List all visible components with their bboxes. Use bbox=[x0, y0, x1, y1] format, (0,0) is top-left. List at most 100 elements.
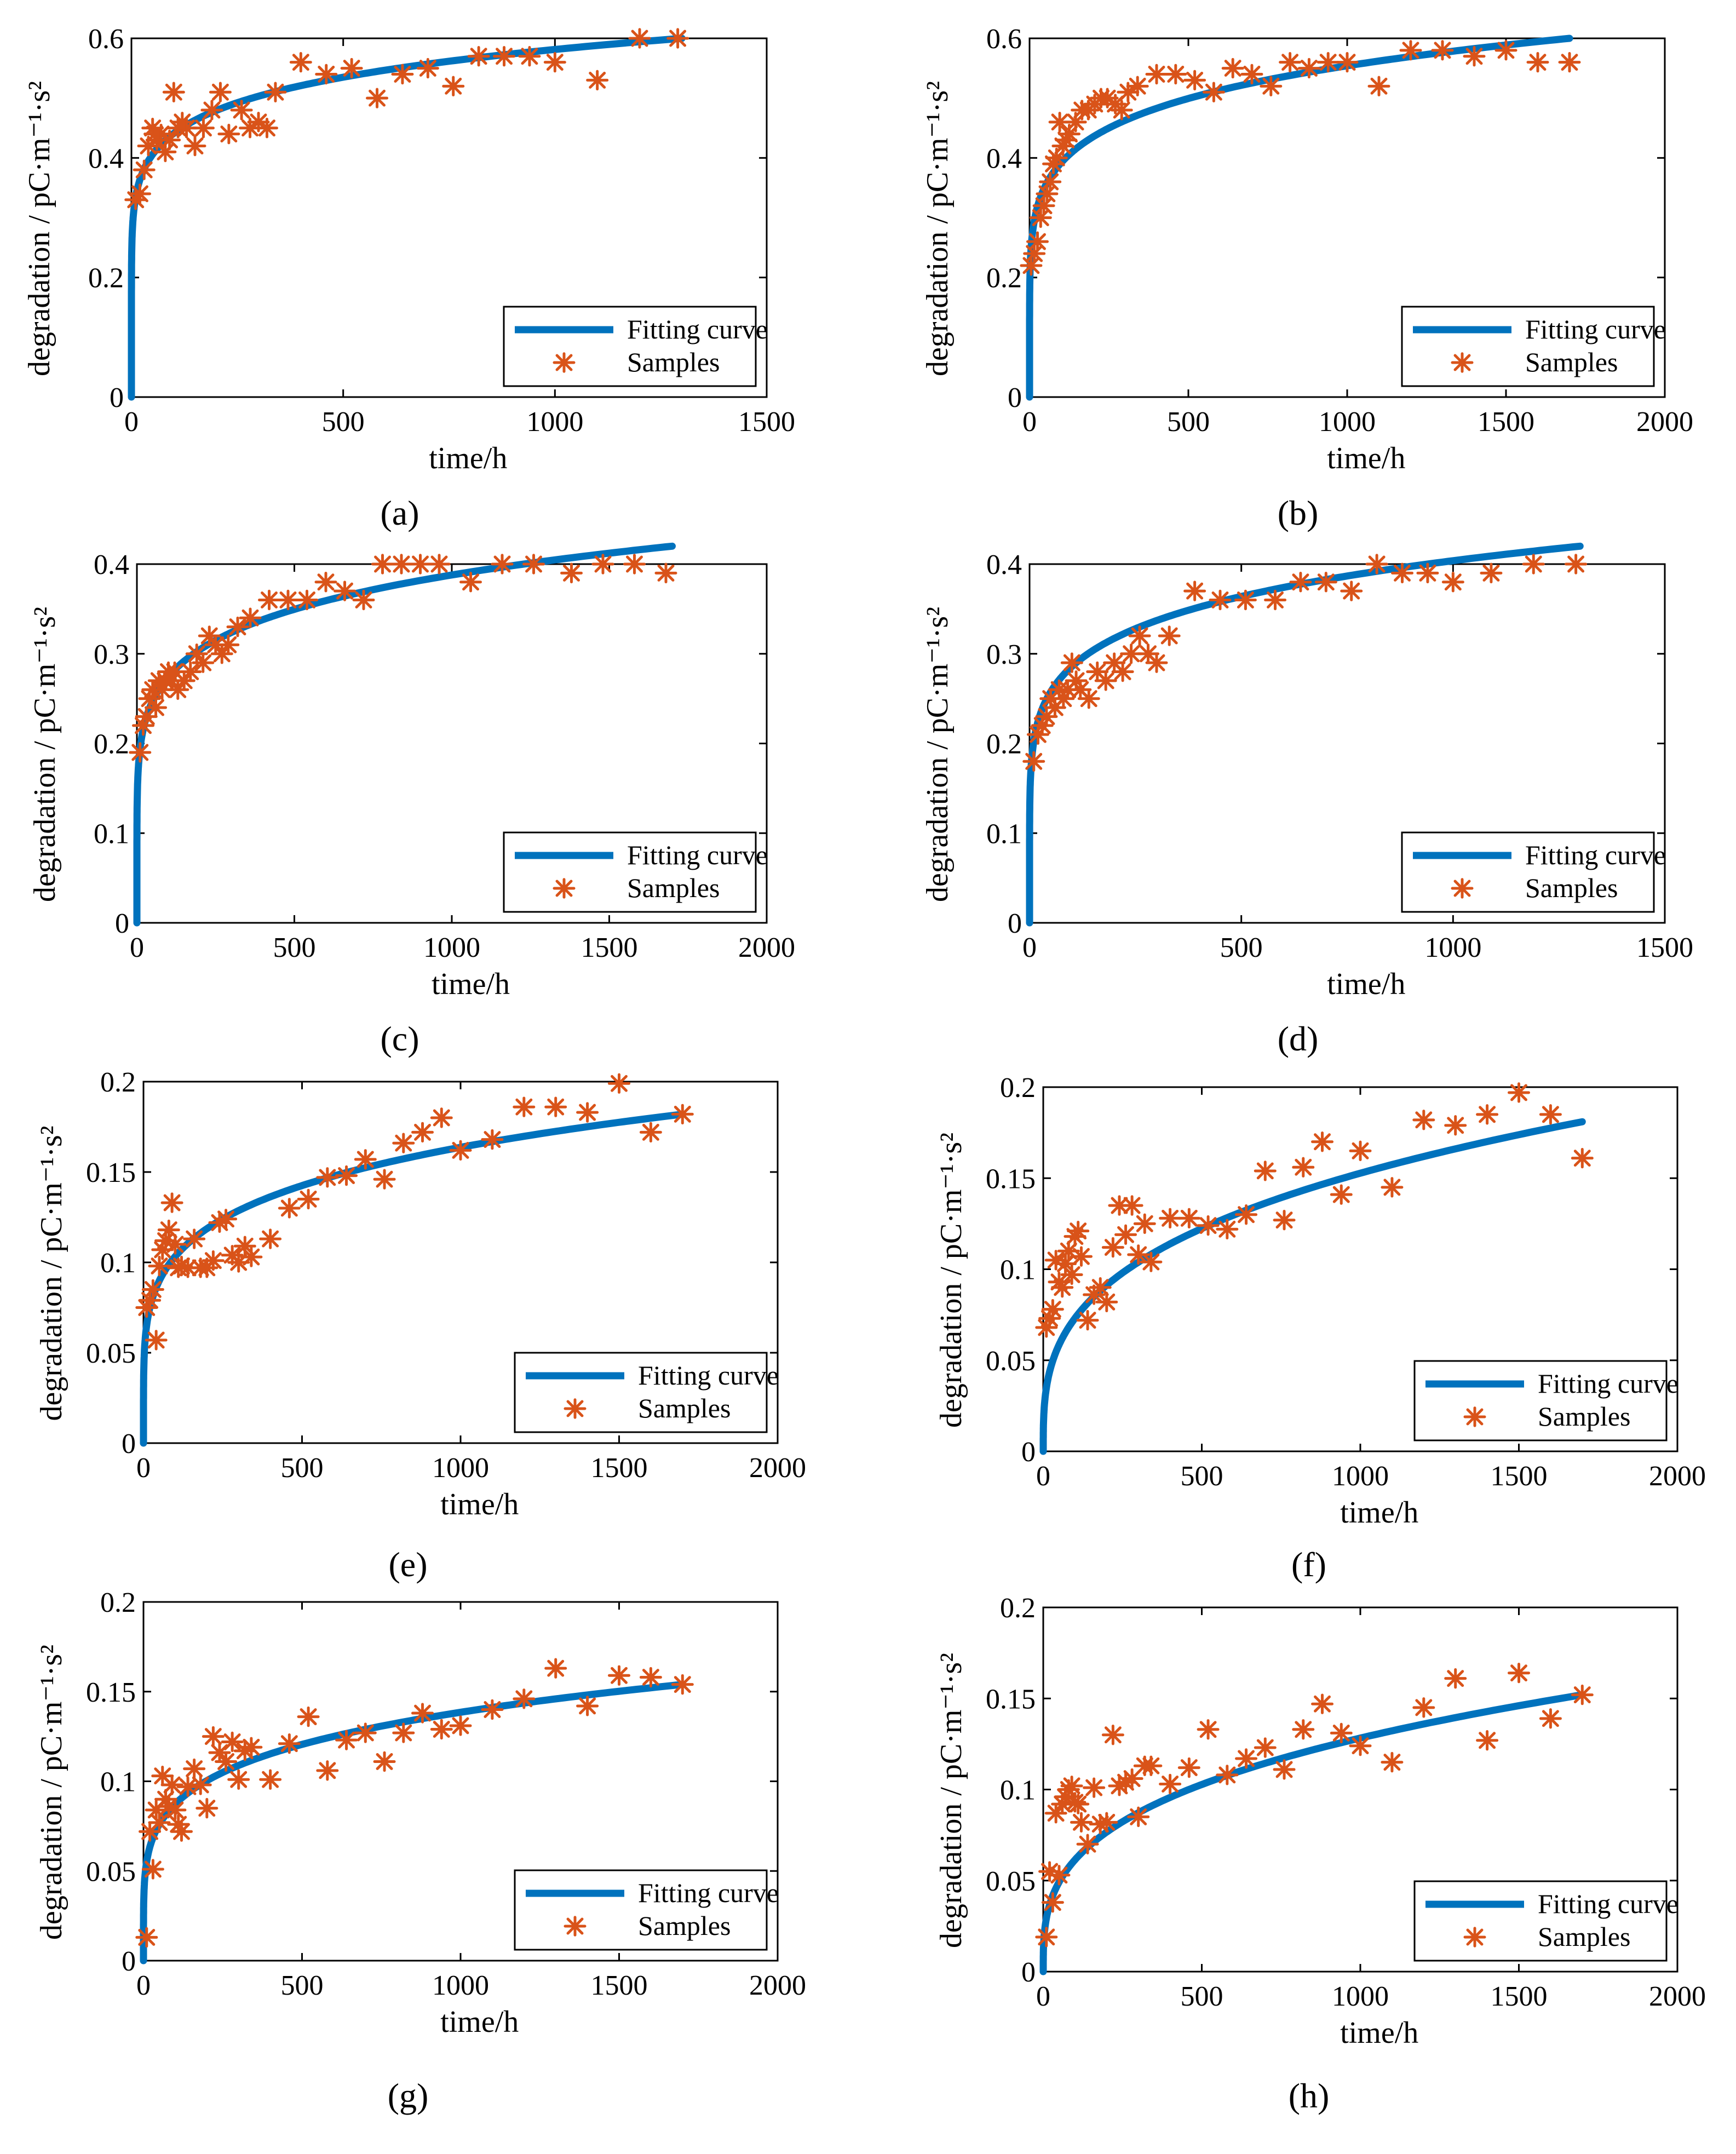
y-axis-label: degradation / pC·m⁻¹·s² bbox=[934, 1653, 968, 1948]
sample-point bbox=[135, 706, 158, 727]
y-tick-label: 0.2 bbox=[1000, 1593, 1036, 1624]
y-tick-label: 0.05 bbox=[986, 1346, 1036, 1377]
x-tick-label: 1500 bbox=[591, 1452, 648, 1484]
sample-point bbox=[1311, 1693, 1334, 1714]
sample-point bbox=[409, 554, 432, 575]
sample-point bbox=[145, 1330, 168, 1351]
sample-point bbox=[1235, 1748, 1258, 1769]
sample-point bbox=[1183, 70, 1206, 91]
sample-point bbox=[1480, 562, 1503, 584]
y-tick-label: 0.15 bbox=[86, 1677, 136, 1708]
sample-point bbox=[162, 82, 185, 102]
legend-entry-samples: Samples bbox=[638, 1393, 731, 1423]
sample-point bbox=[391, 64, 414, 85]
sample-point bbox=[1399, 40, 1422, 61]
fitting-curve bbox=[128, 35, 686, 401]
sample-point bbox=[1476, 1104, 1499, 1125]
sample-point bbox=[1032, 195, 1055, 216]
axes-f: 0 500 1000 1500 2000 0 0.05 0.1 0.15 0.2 time/h deg… bbox=[934, 1072, 1706, 1530]
x-tick-label: 500 bbox=[281, 1452, 324, 1484]
y-tick-label: 0.2 bbox=[986, 729, 1022, 760]
sample-point bbox=[1235, 1204, 1258, 1225]
y-tick-label: 0.6 bbox=[88, 24, 124, 55]
sample-point bbox=[215, 1209, 238, 1230]
x-tick-label: 2000 bbox=[1649, 1981, 1706, 2012]
y-tick-label: 0 bbox=[1021, 1957, 1036, 1988]
sample-point bbox=[467, 46, 490, 67]
sample-point bbox=[217, 123, 240, 145]
sample-point bbox=[373, 1169, 396, 1190]
sample-point bbox=[544, 1658, 567, 1679]
y-tick-label: 0.05 bbox=[986, 1866, 1036, 1897]
sample-point bbox=[1083, 1777, 1106, 1798]
sample-point bbox=[278, 1733, 301, 1754]
sample-point bbox=[1094, 670, 1117, 691]
sample-point bbox=[227, 1769, 250, 1790]
sample-point bbox=[1558, 51, 1581, 73]
sample-point bbox=[135, 1927, 158, 1948]
sample-point bbox=[392, 1133, 415, 1153]
x-axis-label: time/h bbox=[1327, 441, 1405, 475]
sample-point bbox=[192, 652, 215, 673]
y-tick-label: 0.15 bbox=[986, 1163, 1036, 1194]
sample-point bbox=[1120, 1195, 1143, 1216]
sample-point bbox=[390, 554, 413, 575]
x-tick-label: 2000 bbox=[738, 932, 795, 963]
sample-point bbox=[1197, 1719, 1220, 1740]
legend-entry-samples: Samples bbox=[1525, 872, 1618, 903]
y-axis-label: degradation / pC·m⁻¹·s² bbox=[35, 1645, 68, 1940]
y-axis-label: degradation / pC·m⁻¹·s² bbox=[921, 81, 955, 376]
sample-point bbox=[354, 1722, 377, 1743]
sample-point bbox=[1041, 1892, 1064, 1913]
sample-point bbox=[1060, 652, 1083, 673]
sample-point bbox=[316, 1760, 339, 1781]
sample-point bbox=[215, 1751, 238, 1772]
sample-point bbox=[1177, 1757, 1200, 1778]
legend-star-swatch bbox=[1463, 1406, 1486, 1427]
sample-point bbox=[1177, 1208, 1200, 1229]
sample-point bbox=[230, 100, 253, 120]
sample-point bbox=[1314, 572, 1337, 593]
x-tick-label: 1500 bbox=[1478, 406, 1534, 438]
sample-point bbox=[449, 1140, 472, 1161]
sample-point bbox=[1264, 589, 1287, 611]
x-tick-label: 1000 bbox=[526, 406, 583, 438]
x-tick-label: 1500 bbox=[738, 406, 795, 438]
y-tick-label: 0 bbox=[122, 1428, 136, 1460]
sample-point bbox=[1279, 51, 1302, 73]
sample-point bbox=[335, 1165, 358, 1186]
sample-point bbox=[1095, 1291, 1118, 1313]
sample-point bbox=[1120, 1768, 1143, 1789]
x-tick-label: 500 bbox=[1181, 1981, 1223, 2012]
x-tick-label: 500 bbox=[1167, 406, 1210, 438]
sample-point bbox=[296, 589, 318, 611]
sample-point bbox=[1330, 1184, 1353, 1205]
y-tick-label: 0 bbox=[1008, 908, 1022, 939]
sample-point bbox=[158, 129, 181, 151]
sample-point bbox=[586, 70, 609, 91]
panel-label-c: (c) bbox=[380, 1019, 419, 1058]
x-tick-label: 500 bbox=[1220, 932, 1263, 963]
sample-point bbox=[1035, 706, 1058, 727]
sample-point bbox=[1114, 1224, 1137, 1245]
legend-entry-fitting: Fitting curve bbox=[1538, 1368, 1678, 1399]
sample-point bbox=[576, 1696, 599, 1716]
y-tick-label: 0.4 bbox=[94, 549, 129, 581]
sample-point bbox=[1069, 679, 1092, 700]
y-tick-label: 0.05 bbox=[86, 1338, 136, 1369]
x-axis-label: time/h bbox=[1340, 2016, 1418, 2050]
sample-point bbox=[513, 1096, 536, 1117]
legend-star-swatch bbox=[564, 1916, 587, 1937]
y-tick-label: 0.2 bbox=[986, 263, 1022, 294]
sample-point bbox=[217, 634, 240, 656]
sample-point bbox=[316, 1167, 339, 1188]
sample-point bbox=[1381, 1177, 1404, 1198]
sample-point bbox=[1048, 1865, 1071, 1886]
sample-point bbox=[623, 554, 646, 575]
